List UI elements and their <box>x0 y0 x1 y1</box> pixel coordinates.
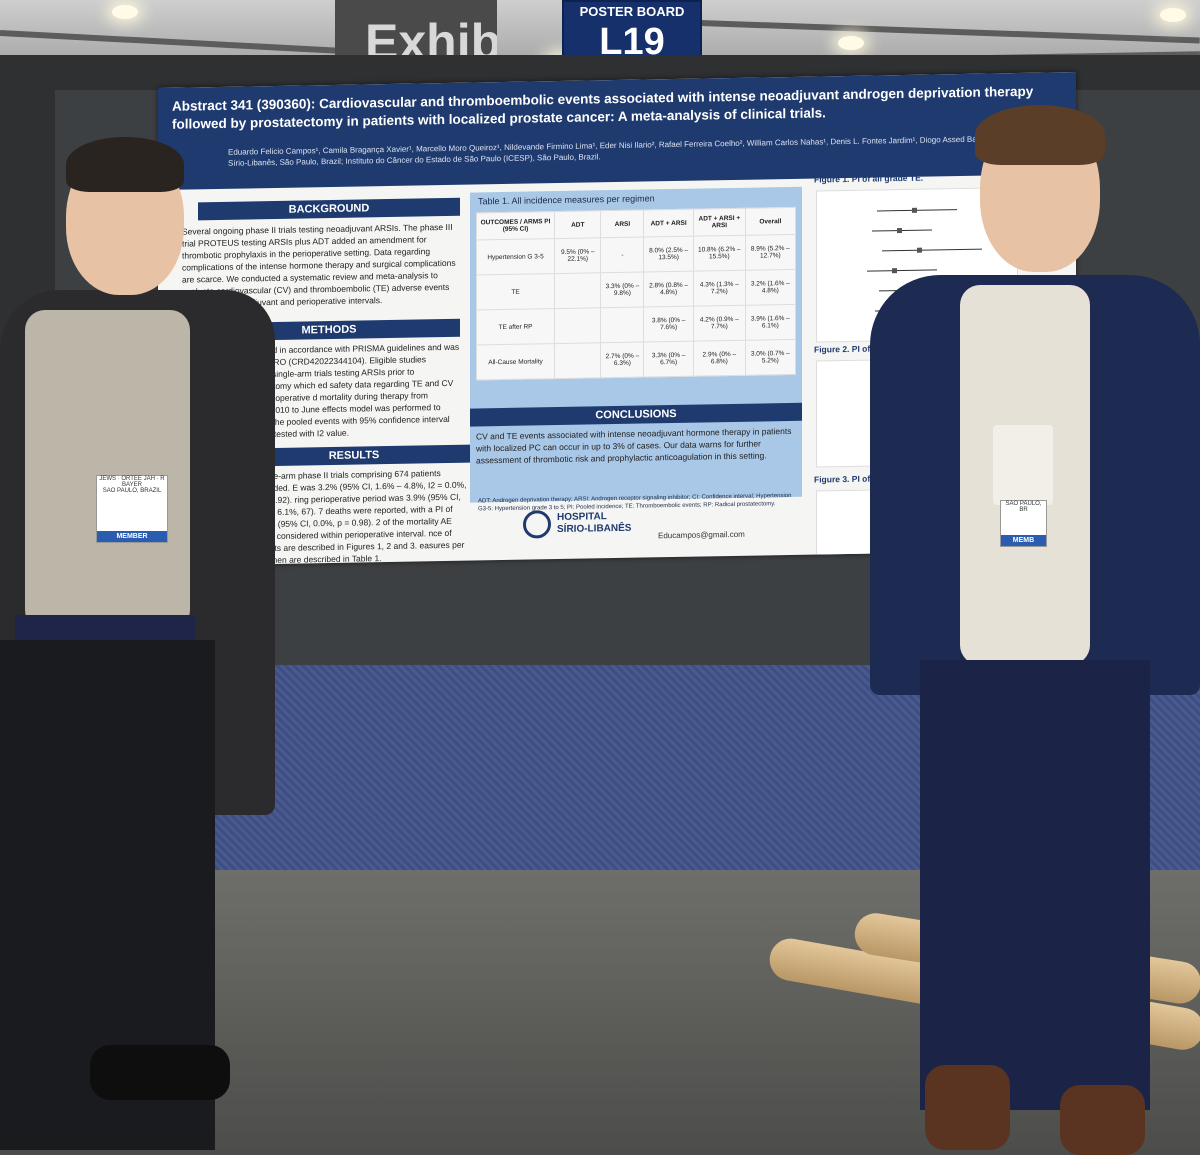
table-cell: TE <box>476 273 555 310</box>
table-cell: 3.0% (0.7% – 5.2%) <box>745 339 796 376</box>
board-sign-label: POSTER BOARD <box>579 4 685 19</box>
left-conference-badge: JEWS · ORTEE JAH · R BAYER SAO PAULO, BR… <box>96 475 168 543</box>
brown-shoe <box>1060 1085 1145 1155</box>
conclusions-text: CV and TE events associated with intense… <box>476 424 796 483</box>
ceiling-light <box>838 36 864 50</box>
table-cell <box>600 307 644 343</box>
vest-hem <box>15 615 195 643</box>
table-cell: TE after RP <box>476 308 555 345</box>
table-cell: 4.3% (1.3% – 7.2%) <box>693 270 746 307</box>
table-row: Hypertension G 3-5 9.5% (0% – 22.1%) - 8… <box>476 234 796 275</box>
coffee-cup <box>993 425 1053 505</box>
left-person-hair <box>66 137 184 192</box>
badge-member-label: MEMB <box>1001 535 1046 546</box>
table-cell: 4.2% (0.9% – 7.7%) <box>693 305 746 342</box>
table-header-cell: ADT + ARSI + ARSI <box>693 208 746 237</box>
table-header-cell: Overall <box>745 207 796 236</box>
ceiling-light <box>112 5 138 19</box>
right-person-hair <box>975 105 1105 165</box>
table-header-cell: OUTCOMES / ARMS PI (95% CI) <box>476 211 555 240</box>
hospital-logo-text: HOSPITAL SÍRIO-LIBANÊS <box>557 511 631 536</box>
table-cell: 2.7% (0% – 6.3%) <box>600 342 644 378</box>
hospital-logo: HOSPITAL SÍRIO-LIBANÊS <box>523 505 638 547</box>
badge-name: JEWS · ORTEE JAH · R BAYER <box>99 476 165 488</box>
table-cell <box>554 342 601 379</box>
badge-city: SAO PAULO, BRAZIL <box>102 488 162 494</box>
contact-email: Educampos@gmail.com <box>658 529 745 541</box>
table-row: TE 3.3% (0% – 9.8%) 2.8% (0.8% – 4.8%) 4… <box>476 269 796 310</box>
table-cell: Hypertension G 3-5 <box>476 238 555 275</box>
logo-line-2: SÍRIO-LIBANÊS <box>557 522 632 536</box>
table-cell: 3.3% (0% – 6.7%) <box>643 341 694 378</box>
ceiling-truss <box>699 20 1200 44</box>
table-cell: 9.5% (0% – 22.1%) <box>554 237 601 274</box>
badge-member-label: MEMBER <box>97 531 167 542</box>
table-cell: 8.9% (5.2% – 12.7%) <box>745 234 796 271</box>
table-cell: 3.8% (0% – 7.6%) <box>643 306 694 343</box>
table-cell: 2.9% (0% – 6.8%) <box>693 340 746 377</box>
table-cell: - <box>600 237 644 273</box>
table-cell: 10.8% (6.2% – 15.5%) <box>693 235 746 272</box>
table-header-cell: ADT <box>554 210 601 239</box>
table-cell: All-Cause Mortality <box>476 343 555 380</box>
person-left: JEWS · ORTEE JAH · R BAYER SAO PAULO, BR… <box>0 135 290 1155</box>
navy-trousers <box>920 660 1150 1110</box>
cable-knit-vest <box>25 310 190 630</box>
table-cell <box>554 307 601 344</box>
table-row: TE after RP 3.8% (0% – 7.6%) 4.2% (0.9% … <box>476 304 796 345</box>
table-cell: 3.2% (1.6% – 4.8%) <box>745 269 796 306</box>
table-title: Table 1. All incidence measures per regi… <box>478 193 655 207</box>
badge-city: SAO PAULO, BR <box>1005 501 1042 513</box>
person-right: SAO PAULO, BR MEMB <box>860 100 1200 1155</box>
right-conference-badge: SAO PAULO, BR MEMB <box>1000 500 1047 547</box>
table-header-cell: ARSI <box>600 210 644 238</box>
table-row: All-Cause Mortality 2.7% (0% – 6.3%) 3.3… <box>476 339 796 380</box>
hospital-emblem-icon <box>523 510 551 539</box>
incidence-table: OUTCOMES / ARMS PI (95% CI) ADT ARSI ADT… <box>476 206 796 381</box>
table-cell: 3.9% (1.6% – 6.1%) <box>745 304 796 341</box>
table-cell: 2.8% (0.8% – 4.8%) <box>643 271 694 308</box>
table-cell: 8.0% (2.5% – 13.5%) <box>643 236 694 273</box>
black-shoe <box>90 1045 230 1100</box>
table-header-cell: ADT + ARSI <box>643 209 694 238</box>
table-cell <box>554 272 601 309</box>
brown-shoe <box>925 1065 1010 1150</box>
ceiling-light <box>1160 8 1186 22</box>
table-cell: 3.3% (0% – 9.8%) <box>600 272 644 308</box>
